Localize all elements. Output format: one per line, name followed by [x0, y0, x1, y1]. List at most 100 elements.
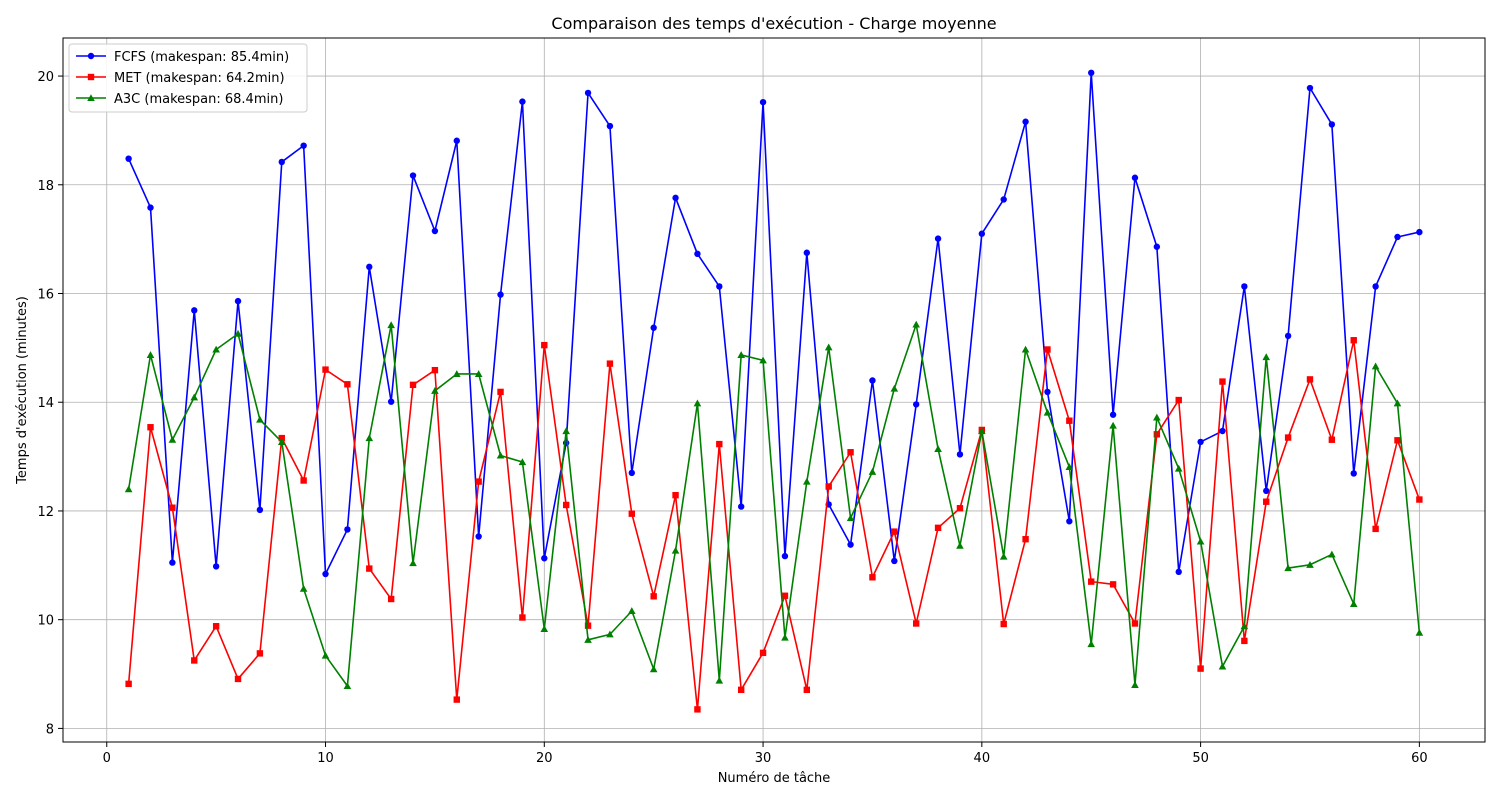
met-point — [519, 614, 526, 621]
met-point — [125, 680, 132, 688]
met-legend-marker — [87, 73, 95, 81]
a3c-point — [168, 435, 177, 443]
a3c-point — [1109, 421, 1117, 429]
fcfs-point — [650, 324, 657, 331]
fcfs-point — [1328, 121, 1336, 128]
met-point — [869, 574, 876, 581]
met-point — [628, 510, 635, 517]
y-tick-label: 16 — [37, 288, 54, 303]
met-point — [497, 388, 504, 396]
fcfs-point — [366, 263, 373, 271]
x-tick-label: 30 — [755, 751, 772, 766]
met-series-line — [127, 339, 1421, 711]
fcfs-point — [431, 227, 439, 235]
met-point — [562, 501, 570, 509]
a3c-point — [146, 351, 155, 358]
fcfs-point — [234, 297, 242, 305]
fcfs-point — [759, 98, 767, 106]
met-point — [1153, 431, 1161, 438]
met-point — [737, 686, 745, 694]
a3c-point — [715, 676, 724, 684]
met-point — [1044, 346, 1051, 353]
met-legend-label: MET (makespan: 64.2min) — [114, 71, 285, 86]
met-point — [1131, 620, 1139, 627]
fcfs-point — [1284, 332, 1292, 340]
fcfs-point — [781, 552, 789, 560]
a3c-point — [781, 633, 789, 641]
fcfs-point — [716, 283, 723, 290]
a3c-point — [1349, 600, 1358, 607]
met-point — [1066, 417, 1073, 424]
a3c-point — [1043, 408, 1052, 416]
fcfs-point — [956, 451, 964, 458]
fcfs-point — [978, 230, 986, 237]
met-point — [322, 366, 329, 373]
met-point — [431, 366, 439, 374]
fcfs-point — [847, 541, 854, 548]
fcfs-point — [1219, 427, 1226, 435]
fcfs-point — [169, 559, 176, 566]
fcfs-point — [891, 557, 898, 565]
met-point — [234, 675, 242, 683]
fcfs-point — [1394, 233, 1401, 241]
fcfs-point — [256, 506, 264, 514]
y-tick-label: 10 — [37, 614, 54, 629]
a3c-point — [1196, 537, 1205, 545]
fcfs-point — [1044, 388, 1051, 396]
a3c-point — [1262, 353, 1271, 361]
a3c-series — [124, 320, 1424, 690]
fcfs-point — [869, 377, 876, 384]
a3c-point — [540, 625, 549, 632]
met-series — [125, 337, 1423, 713]
met-point — [1263, 498, 1270, 505]
fcfs-point — [212, 563, 220, 570]
met-point — [606, 360, 614, 367]
a3c-point — [343, 682, 352, 690]
a3c-point — [562, 427, 570, 435]
a3c-point — [1153, 413, 1161, 421]
met-point — [1219, 378, 1226, 385]
met-point — [387, 595, 395, 603]
met-point — [1350, 337, 1357, 344]
a3c-point — [277, 438, 286, 445]
fcfs-point — [913, 401, 920, 408]
fcfs-point — [1306, 84, 1314, 92]
fcfs-point — [344, 526, 351, 533]
met-point — [169, 504, 176, 511]
met-point — [1022, 536, 1029, 543]
fcfs-point — [125, 155, 132, 162]
fcfs-series-line — [127, 71, 1420, 575]
fcfs-point — [322, 570, 329, 578]
met-point — [934, 524, 942, 532]
x-tick-label: 0 — [103, 751, 111, 766]
x-tick-label: 20 — [536, 751, 553, 766]
a3c-point — [824, 343, 833, 351]
met-point — [409, 381, 417, 389]
a3c-point — [868, 468, 877, 475]
a3c-point — [387, 321, 395, 329]
met-point — [212, 623, 220, 630]
a3c-point — [606, 630, 614, 638]
a3c-point — [846, 514, 855, 522]
fcfs-point — [1153, 243, 1161, 250]
met-point — [541, 341, 548, 349]
met-point — [1284, 434, 1292, 441]
met-point — [584, 622, 592, 629]
met-point — [1000, 620, 1007, 628]
met-point — [475, 478, 482, 485]
met-point — [278, 434, 285, 442]
fcfs-point — [409, 172, 417, 179]
fcfs-point — [1350, 470, 1357, 477]
series-layer — [124, 69, 1424, 713]
y-tick-label: 20 — [37, 70, 54, 85]
a3c-point — [409, 559, 417, 567]
fcfs-point — [1131, 174, 1139, 181]
fcfs-point — [628, 469, 635, 477]
fcfs-point — [387, 398, 395, 405]
met-point — [1197, 665, 1204, 672]
a3c-point — [299, 584, 308, 592]
x-axis-title: Numéro de tâche — [718, 771, 831, 786]
fcfs-point — [1263, 487, 1270, 495]
fcfs-point — [1088, 69, 1095, 76]
